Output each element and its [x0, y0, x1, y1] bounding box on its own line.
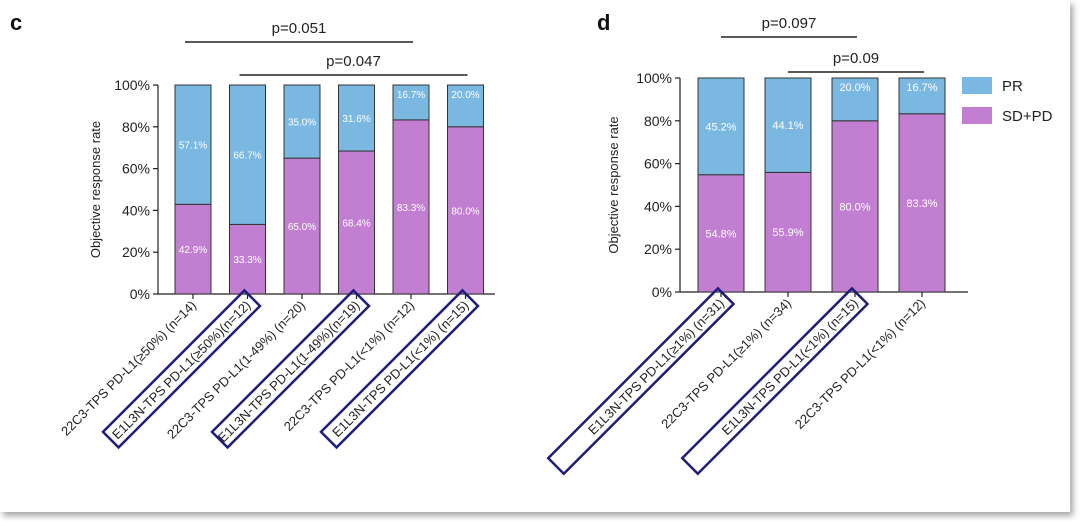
p-value-label: p=0.09 — [833, 50, 879, 67]
data-label-pr: 16.7% — [397, 90, 425, 101]
bar-pr — [898, 77, 946, 115]
y-tick-label: 60% — [644, 156, 672, 172]
data-label-pr: 20.0% — [839, 82, 870, 94]
figure-canvas: c d 0% 20% 40% 60% 80% 100% Objective response… — [10, 10, 1053, 476]
data-label-pr: 31.6% — [342, 114, 370, 125]
data-label-sdpd: 83.3% — [397, 203, 425, 214]
bar-pr — [447, 84, 484, 128]
data-label-pr: 66.7% — [233, 151, 261, 162]
bar-pr — [229, 84, 266, 225]
bar-pr — [392, 84, 430, 121]
y-tick-label: 60% — [122, 161, 150, 177]
y-tick-label: 40% — [122, 202, 150, 218]
y-tick-label: 100% — [114, 77, 150, 93]
data-label-pr: 57.1% — [179, 141, 207, 152]
p-value-label: p=0.097 — [762, 15, 817, 32]
y-tick-label: 40% — [644, 198, 672, 214]
p-value-label: p=0.051 — [272, 20, 327, 37]
x-tick-label: E1L3N-TPS PD-L1(<1%) (n=15) — [719, 296, 861, 438]
chart-panel-c: 0% 20% 40% 60% 80% 100% Objective response rat… — [58, 20, 495, 450]
data-label-pr: 35.0% — [288, 118, 316, 129]
legend-swatch — [962, 107, 992, 124]
highlight-box — [319, 288, 480, 450]
data-label-sdpd: 42.9% — [179, 245, 207, 256]
y-tick-label: 100% — [636, 70, 672, 86]
y-tick-label: 0% — [652, 284, 672, 300]
panel-letter-d: d — [597, 10, 610, 35]
data-label-sdpd: 55.9% — [772, 227, 803, 239]
figure-frame: c d 0% 20% 40% 60% 80% 100% Objective response… — [10, 10, 1053, 476]
p-value-label: p=0.047 — [326, 53, 381, 70]
highlight-box — [210, 288, 371, 450]
data-label-pr: 20.0% — [451, 90, 479, 101]
bar-pr — [338, 84, 375, 152]
bar-sdpd — [174, 203, 212, 295]
bar-pr — [764, 77, 812, 173]
bar-pr — [174, 84, 212, 205]
data-label-sdpd: 54.8% — [705, 228, 736, 240]
data-label-pr: 16.7% — [906, 82, 937, 94]
data-label-sdpd: 80.0% — [839, 201, 870, 213]
bar-pr — [831, 77, 879, 122]
chart-panel-d: 0% 20% 40% 60% 80% 100% Objective response rat… — [546, 15, 968, 476]
bar-sdpd — [697, 174, 745, 293]
legend-label: PR — [1002, 78, 1023, 95]
y-tick-label: 80% — [122, 119, 150, 135]
x-tick-label: 22C3-TPS PD-L1(≥1%) (n=34) — [658, 296, 794, 432]
legend-swatch — [962, 77, 992, 94]
x-tick-label: E1L3N-TPS PD-L1(≥1%) (n=31) — [585, 296, 727, 438]
data-label-sdpd: 65.0% — [288, 222, 316, 233]
y-tick-label: 20% — [644, 241, 672, 257]
data-label-sdpd: 83.3% — [906, 198, 937, 210]
y-tick-label: 20% — [122, 244, 150, 260]
bar-sdpd — [764, 171, 812, 293]
data-label-sdpd: 80.0% — [451, 206, 479, 217]
highlight-box — [546, 286, 736, 476]
legend-label: SD+PD — [1002, 108, 1053, 125]
legend: PR SD+PD — [962, 77, 1053, 125]
bar-sdpd — [447, 126, 484, 295]
data-label-sdpd: 68.4% — [342, 219, 370, 230]
panel-letter-c: c — [10, 10, 22, 35]
y-tick-label: 0% — [130, 286, 150, 302]
x-tick-label: 22C3-TPS PD-L1(<1%) (n=12) — [792, 296, 928, 432]
data-label-pr: 45.2% — [705, 121, 736, 133]
y-axis-label: Objective response rate — [88, 121, 103, 258]
highlight-box — [680, 286, 870, 476]
bar-pr — [697, 77, 745, 176]
bar-pr — [283, 84, 321, 159]
data-label-pr: 44.1% — [772, 120, 803, 132]
data-label-sdpd: 33.3% — [233, 255, 261, 266]
y-tick-label: 80% — [644, 113, 672, 129]
highlight-box — [101, 288, 262, 450]
y-axis-label: Objective response rate — [606, 116, 621, 253]
bar-sdpd — [392, 119, 430, 295]
bar-sdpd — [338, 150, 375, 295]
